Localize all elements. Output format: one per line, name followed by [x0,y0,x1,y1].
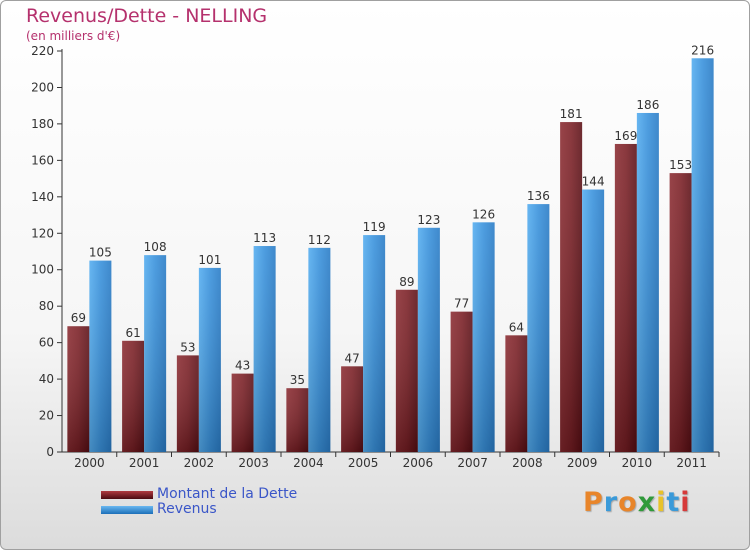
proxiti-logo: Proxiti [583,487,691,518]
data-label-debt: 169 [614,129,637,143]
data-label-debt: 69 [71,311,86,325]
y-tick-label: 100 [31,263,54,277]
data-label-debt: 35 [290,373,305,387]
bar-revenue-shade [472,222,495,452]
y-tick-label: 220 [31,44,54,58]
data-label-revenue: 105 [89,246,112,260]
x-tick-label: 2005 [348,456,379,470]
bar-revenue-shade [308,247,331,452]
data-label-revenue: 112 [308,233,331,247]
bar-revenue-shade [363,235,386,452]
bar-debt-shade [614,143,637,452]
bar-debt-shade [176,355,199,452]
y-tick-label: 0 [46,445,54,459]
data-label-revenue: 144 [582,175,605,189]
bar-debt-shade [231,373,254,452]
bar-debt-shade [122,340,145,452]
y-tick-label: 20 [39,409,54,423]
bar-debt-shade [560,122,583,452]
bar-revenue-shade [253,246,276,452]
data-label-debt: 47 [344,351,359,365]
y-tick-label: 80 [39,299,54,313]
logo-letter: P [583,487,604,518]
data-label-debt: 64 [509,320,524,334]
x-tick-label: 2006 [403,456,434,470]
bar-debt-shade [341,366,364,452]
data-label-revenue: 113 [253,231,276,245]
y-tick-label: 120 [31,226,54,240]
bar-revenue-shade [527,204,550,452]
logo-letter: i [656,487,667,518]
data-label-revenue: 186 [636,98,659,112]
bar-revenue-shade [144,255,167,452]
data-label-revenue: 216 [691,43,714,57]
y-tick-label: 140 [31,190,54,204]
bar-debt-shade [395,289,418,452]
bar-revenue-shade [198,267,221,452]
logo-letter: r [603,487,619,518]
chart-subtitle: (en milliers d'€) [26,29,121,43]
legend-label-debt: Montant de la Dette [157,486,298,502]
bar-debt-shade [286,388,309,452]
data-label-debt: 61 [125,326,140,340]
x-tick-label: 2009 [567,456,598,470]
bar-debt-shade [669,173,692,452]
y-tick-label: 160 [31,153,54,167]
data-label-revenue: 123 [417,213,440,227]
bar-revenue-shade [582,189,605,452]
bar-debt-shade [67,326,90,452]
x-tick-label: 2001 [129,456,160,470]
bar-revenue-shade [417,227,440,452]
x-tick-label: 2011 [676,456,707,470]
x-tick-label: 2003 [238,456,269,470]
data-label-revenue: 126 [472,207,495,221]
data-label-debt: 43 [235,359,250,373]
x-tick-label: 2004 [293,456,324,470]
bar-debt-shade [505,335,528,452]
data-label-revenue: 101 [198,253,221,267]
y-tick-label: 180 [31,117,54,131]
bar-revenue-shade [89,260,112,452]
bar-debt-shade [450,311,473,452]
data-label-debt: 53 [180,340,195,354]
logo-letter: x [637,487,657,518]
data-label-revenue: 119 [363,220,386,234]
x-tick-label: 2008 [512,456,543,470]
y-tick-label: 200 [31,80,54,94]
legend-swatch-debt [101,491,153,499]
x-tick-label: 2000 [74,456,105,470]
logo-letter: o [618,487,638,518]
data-label-debt: 181 [560,107,583,121]
x-tick-label: 2002 [184,456,215,470]
data-label-debt: 89 [399,275,414,289]
legend-label-revenue: Revenus [157,501,217,517]
logo-letter: t [666,487,681,518]
bar-revenue-shade [636,112,659,453]
y-tick-label: 60 [39,336,54,350]
legend-swatch-revenue [101,506,153,514]
bar-revenue-shade [691,58,714,453]
data-label-revenue: 136 [527,189,550,203]
chart-title: Revenus/Dette - NELLING [26,5,268,27]
x-tick-label: 2007 [457,456,488,470]
y-tick-label: 40 [39,372,54,386]
data-label-debt: 153 [669,158,692,172]
logo-letter: i [680,487,691,518]
data-label-debt: 77 [454,297,469,311]
x-tick-label: 2010 [622,456,653,470]
data-label-revenue: 108 [144,240,167,254]
